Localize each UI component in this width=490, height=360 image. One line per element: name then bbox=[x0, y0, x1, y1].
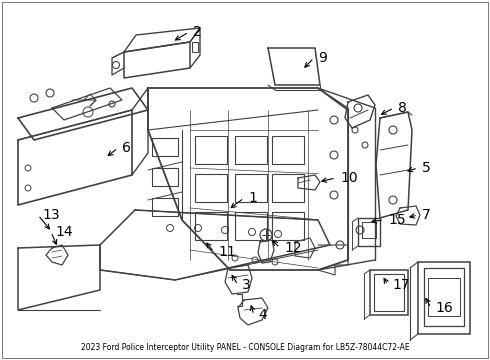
Text: 10: 10 bbox=[340, 171, 358, 185]
Bar bbox=[428, 278, 460, 316]
Bar bbox=[272, 212, 304, 240]
Bar bbox=[195, 174, 227, 202]
Bar bbox=[195, 212, 227, 240]
Bar bbox=[235, 136, 267, 164]
Bar bbox=[370, 270, 408, 315]
Bar bbox=[235, 212, 267, 240]
Text: 2: 2 bbox=[193, 25, 202, 39]
Text: 13: 13 bbox=[42, 208, 60, 222]
Bar bbox=[235, 174, 267, 202]
Bar bbox=[192, 42, 198, 52]
Text: 15: 15 bbox=[388, 213, 406, 227]
Bar bbox=[374, 274, 404, 311]
Bar bbox=[358, 218, 380, 246]
Bar bbox=[152, 198, 178, 216]
Text: 5: 5 bbox=[422, 161, 431, 175]
Text: 17: 17 bbox=[392, 278, 410, 292]
Text: 6: 6 bbox=[122, 141, 131, 155]
Text: 16: 16 bbox=[435, 301, 453, 315]
Bar bbox=[418, 262, 470, 334]
Text: 3: 3 bbox=[242, 278, 251, 292]
Bar bbox=[152, 138, 178, 156]
Bar bbox=[195, 136, 227, 164]
Bar bbox=[424, 268, 464, 326]
Text: 11: 11 bbox=[218, 245, 236, 259]
Text: 9: 9 bbox=[318, 51, 327, 65]
Text: 12: 12 bbox=[284, 241, 302, 255]
Text: 7: 7 bbox=[422, 208, 431, 222]
Bar bbox=[272, 136, 304, 164]
Text: 14: 14 bbox=[55, 225, 73, 239]
Bar bbox=[272, 174, 304, 202]
Text: 1: 1 bbox=[248, 191, 257, 205]
Text: 4: 4 bbox=[258, 308, 267, 322]
Text: 2023 Ford Police Interceptor Utility PANEL - CONSOLE Diagram for LB5Z-78044C72-A: 2023 Ford Police Interceptor Utility PAN… bbox=[81, 343, 409, 352]
Bar bbox=[362, 222, 376, 238]
Bar bbox=[152, 168, 178, 186]
Text: 8: 8 bbox=[398, 101, 407, 115]
